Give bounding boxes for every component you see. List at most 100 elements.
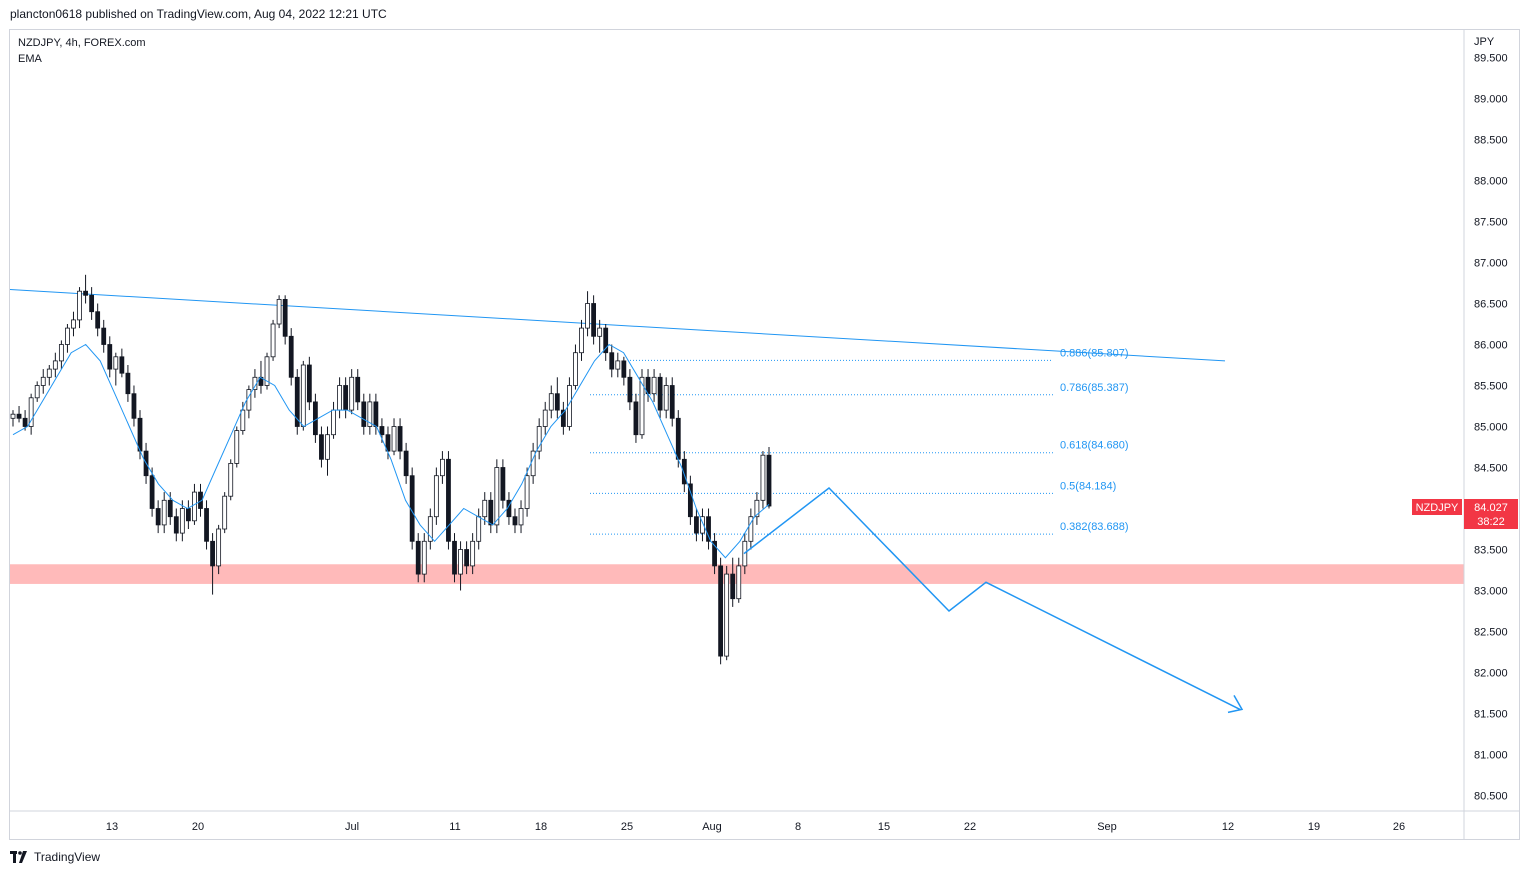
candle-body [542, 409, 548, 427]
x-tick-label: 18 [535, 821, 547, 833]
y-tick-label: 88.000 [1474, 176, 1508, 188]
footer-brand[interactable]: TradingView [10, 850, 100, 864]
x-tick-label: 11 [449, 821, 460, 833]
candle-body [657, 376, 663, 411]
x-tick-label: 19 [1308, 821, 1320, 833]
y-tick-label: 80.500 [1474, 791, 1508, 803]
candle-body [210, 540, 215, 567]
chart-frame[interactable] [9, 29, 1520, 840]
symbol-badge-bg [1412, 499, 1462, 515]
candle-body [367, 401, 373, 427]
candle-body [730, 573, 736, 600]
y-tick-label: 89.500 [1474, 53, 1508, 65]
candle-body [319, 434, 324, 460]
x-tick-label: 26 [1393, 821, 1405, 833]
candle-body [373, 401, 379, 427]
candle-body [306, 364, 312, 403]
candle-body [585, 303, 590, 329]
fib-level-label: 0.618(84.680) [1060, 440, 1129, 452]
candle-body [724, 573, 730, 657]
y-tick-label: 85.500 [1474, 381, 1508, 393]
candle-body [403, 450, 409, 477]
candle-body [464, 549, 470, 567]
candle-body [603, 327, 609, 354]
candle-body [591, 303, 597, 337]
candle-body [222, 495, 228, 530]
candle-body [83, 290, 88, 296]
candle-body [536, 426, 542, 452]
candle-body [28, 397, 34, 427]
candle-body [22, 417, 28, 427]
y-tick-label: 86.000 [1474, 340, 1508, 352]
candle-body [10, 413, 16, 419]
candle-body [270, 323, 276, 358]
publish-info: plancton0618 published on TradingView.co… [10, 7, 387, 21]
candle-body [149, 475, 155, 509]
candle-body [470, 540, 476, 567]
price-badge-bg [1464, 499, 1518, 529]
candle-body [651, 376, 657, 395]
candle-body [107, 344, 113, 370]
candle-body [554, 393, 560, 411]
tradingview-logo-icon [10, 851, 27, 863]
y-tick-label: 82.500 [1474, 627, 1508, 639]
fib-level-label: 0.382(83.688) [1060, 521, 1129, 533]
candle-body [300, 364, 306, 427]
candle-body [119, 356, 125, 374]
y-tick-label: 83.000 [1474, 586, 1508, 598]
candle-body [415, 540, 421, 575]
candle-body [276, 298, 282, 325]
candle-body [440, 458, 445, 477]
x-tick-label: Aug [702, 821, 722, 833]
candle-body [633, 401, 639, 436]
x-tick-label: 22 [964, 821, 976, 833]
candle-body [760, 454, 766, 501]
candle-body [113, 356, 119, 370]
x-tick-label: 8 [795, 821, 801, 833]
candle-body [282, 298, 288, 337]
candle-body [379, 426, 385, 436]
y-tick-label: 81.500 [1474, 709, 1508, 721]
candle-body [77, 290, 82, 321]
candle-body [71, 319, 76, 329]
legend-indicator: EMA [18, 53, 43, 65]
fib-level-label: 0.786(85.387) [1060, 382, 1129, 394]
candle-body [361, 401, 367, 427]
y-tick-label: 88.500 [1474, 135, 1508, 147]
candle-body [518, 508, 524, 526]
y-tick-label: 86.500 [1474, 299, 1508, 311]
candle-body [95, 311, 101, 329]
candle-body [488, 499, 494, 526]
fib-level-label: 0.5(84.184) [1060, 480, 1116, 492]
candle-body [16, 413, 22, 419]
candle-body [185, 508, 191, 522]
candle-body [131, 393, 137, 419]
candle-body [288, 335, 294, 378]
x-tick-label: 12 [1222, 821, 1234, 833]
candle-body [216, 528, 222, 567]
candle-body [754, 499, 760, 518]
candle-body [397, 426, 403, 452]
candle-body [155, 508, 161, 526]
candle-body [494, 467, 500, 526]
currency-label: JPY [1474, 36, 1495, 48]
y-tick-label: 84.500 [1474, 463, 1508, 475]
symbol-price-badge: NZDJPY 84.027 38:22 [1412, 499, 1518, 529]
candle-body [325, 434, 330, 460]
candle-body [736, 565, 742, 600]
candle-body [609, 352, 615, 370]
ema-line [12, 343, 770, 559]
y-tick-label: 85.000 [1474, 422, 1508, 434]
candle-body [173, 516, 179, 534]
candle-body [46, 368, 52, 378]
x-tick-label: Sep [1097, 821, 1117, 833]
candle-body [452, 540, 457, 575]
x-tick-label: 25 [621, 821, 633, 833]
candle-body [766, 454, 772, 507]
candle-body [204, 508, 209, 542]
candle-body [482, 499, 488, 518]
candle-body [681, 458, 687, 485]
candle-body [548, 393, 554, 411]
candle-body [669, 385, 675, 419]
